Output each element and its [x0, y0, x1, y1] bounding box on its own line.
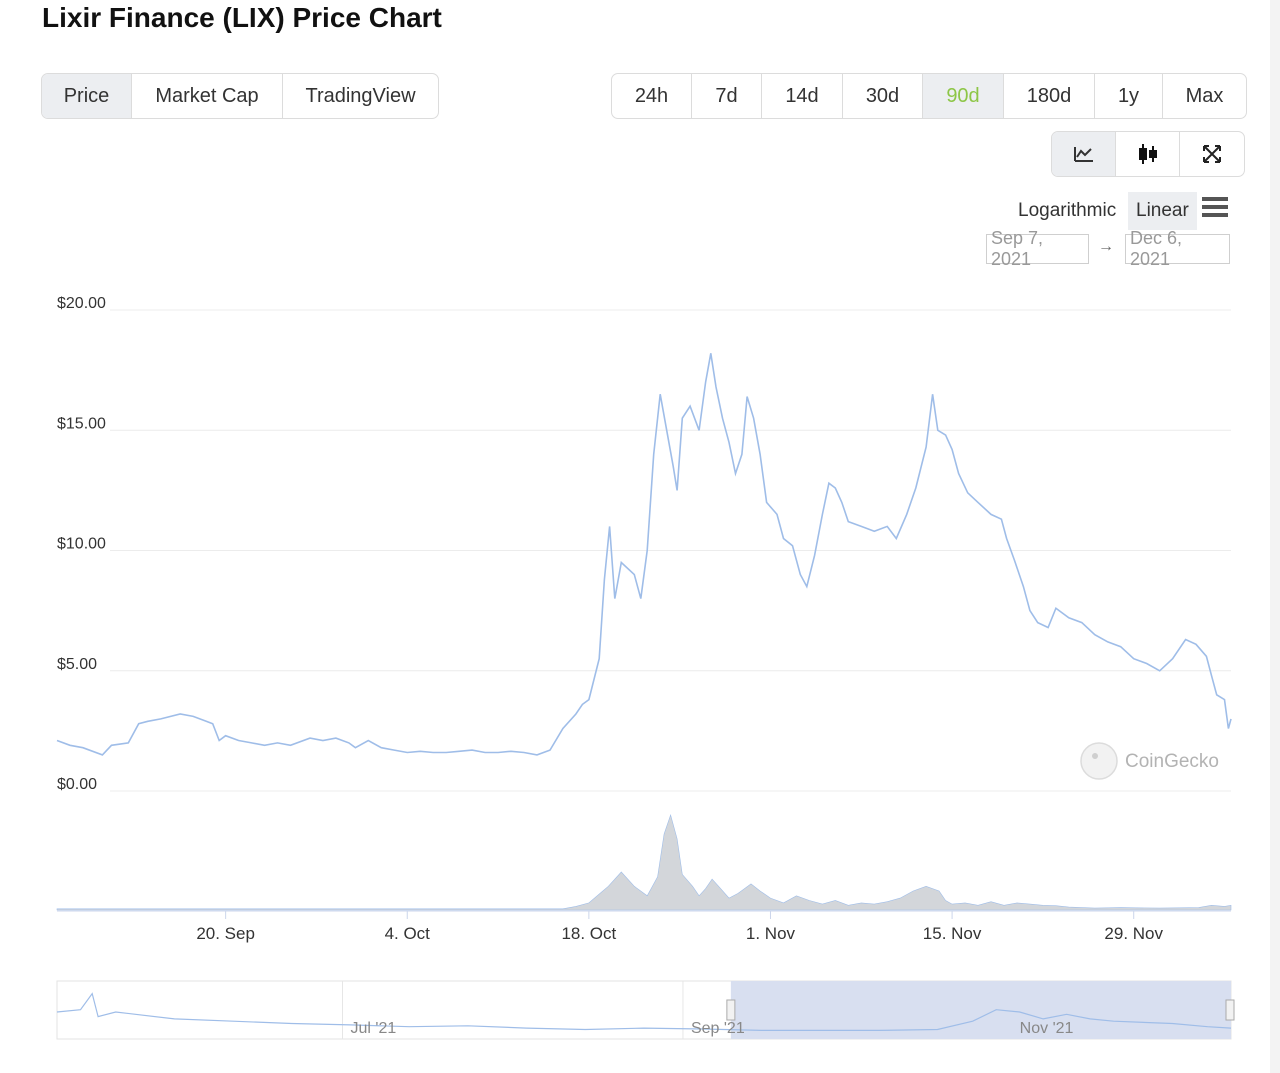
line-chart-button[interactable]: [1052, 132, 1116, 176]
view-tabs: Price Market Cap TradingView: [41, 73, 439, 119]
range-tabs: 24h 7d 14d 30d 90d 180d 1y Max: [611, 73, 1247, 119]
fullscreen-icon: [1203, 145, 1221, 163]
navigator-selection[interactable]: [730, 981, 1231, 1039]
scale-logarithmic[interactable]: Logarithmic: [1018, 200, 1117, 221]
navigator-handle-right[interactable]: [1225, 999, 1235, 1021]
range-30d[interactable]: 30d: [843, 74, 923, 118]
candlestick-icon: [1138, 144, 1157, 164]
coingecko-logo-icon: [1080, 742, 1118, 780]
price-chart[interactable]: $0.00 $5.00 $10.00 $15.00 $20.00 20. Sep 4. O…: [0, 280, 1270, 955]
navigator-label: Nov '21: [1020, 1020, 1074, 1037]
tab-market-cap[interactable]: Market Cap: [132, 74, 283, 118]
range-7d[interactable]: 7d: [692, 74, 762, 118]
tab-tradingview[interactable]: TradingView: [305, 84, 416, 107]
line-chart-icon: [1073, 147, 1093, 162]
x-tick-label: 20. Sep: [196, 924, 255, 943]
volume-area: [56, 813, 1232, 911]
scale-linear[interactable]: Linear: [1128, 192, 1197, 230]
coingecko-watermark: CoinGecko: [1080, 742, 1219, 780]
navigator[interactable]: Jul '21 Sep '21 Nov '21: [0, 975, 1270, 1045]
y-tick-label: $20.00: [57, 295, 106, 312]
range-90d[interactable]: 90d: [923, 74, 1004, 118]
x-tick-label: 4. Oct: [385, 924, 431, 943]
page-title: Lixir Finance (LIX) Price Chart: [42, 2, 442, 33]
date-arrow: →: [1098, 238, 1114, 255]
range-1y[interactable]: 1y: [1095, 74, 1163, 118]
candlestick-button[interactable]: [1116, 132, 1180, 176]
navigator-label: Jul '21: [351, 1020, 397, 1037]
range-180d[interactable]: 180d: [1004, 74, 1095, 118]
y-tick-label: $0.00: [57, 776, 97, 793]
x-tick-label: 15. Nov: [923, 924, 982, 943]
coingecko-eye-icon: [1092, 753, 1098, 759]
y-tick-label: $15.00: [57, 415, 106, 432]
range-24h[interactable]: 24h: [612, 74, 692, 118]
price-line: [56, 353, 1232, 756]
navigator-handle-left[interactable]: [726, 999, 736, 1021]
tab-price[interactable]: Price: [42, 74, 132, 118]
chart-tools: [1051, 131, 1245, 177]
fullscreen-button[interactable]: [1180, 132, 1244, 176]
range-max[interactable]: Max: [1185, 84, 1224, 107]
navigator-line: [56, 992, 1232, 1031]
watermark-text: CoinGecko: [1125, 751, 1219, 772]
navigator-label: Sep '21: [691, 1020, 745, 1037]
scrollbar-track[interactable]: [1270, 0, 1280, 1073]
x-tick-label: 18. Oct: [561, 924, 616, 943]
range-14d[interactable]: 14d: [762, 74, 843, 118]
x-tick-label: 29. Nov: [1104, 924, 1163, 943]
y-tick-label: $10.00: [57, 536, 106, 553]
date-to-input[interactable]: Dec 6, 2021: [1125, 228, 1230, 269]
menu-icon[interactable]: [1202, 196, 1228, 220]
x-tick-label: 1. Nov: [746, 924, 796, 943]
y-tick-label: $5.00: [57, 656, 97, 673]
date-from-input[interactable]: Sep 7, 2021: [986, 228, 1089, 269]
